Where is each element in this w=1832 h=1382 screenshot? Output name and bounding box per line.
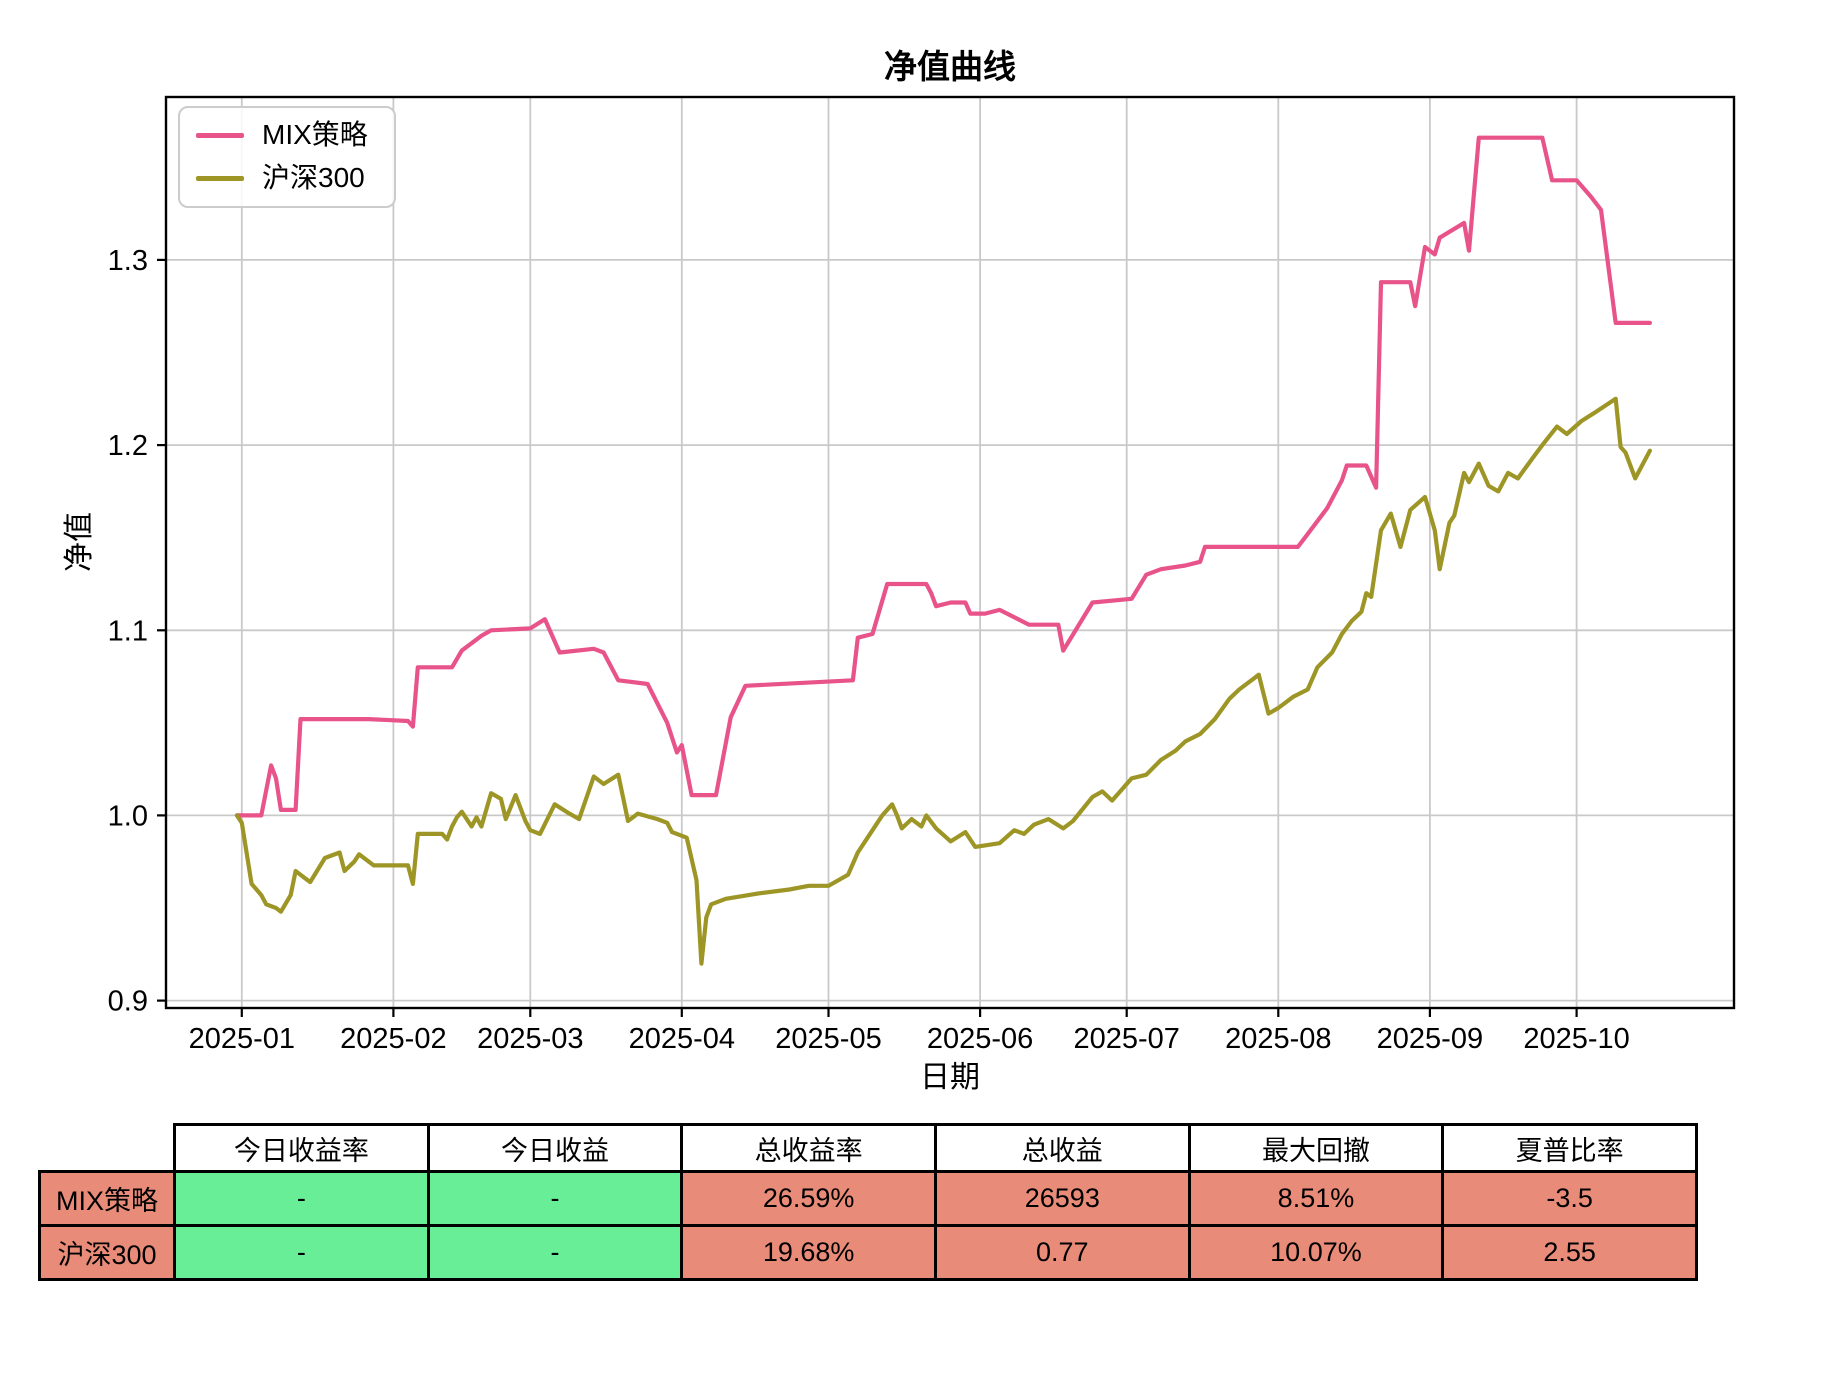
table-row-label: MIX策略 xyxy=(38,1170,176,1227)
table-cell: -3.5 xyxy=(1441,1170,1698,1227)
table-header-cell: 今日收益 xyxy=(426,1123,684,1173)
chart-legend: MIX策略 沪深300 xyxy=(178,106,396,208)
table-cell: - xyxy=(173,1170,430,1227)
series-line-mix xyxy=(234,135,1653,818)
x-axis-title: 日期 xyxy=(920,1061,980,1094)
legend-line-hs300-icon xyxy=(196,175,244,181)
table-header-cell: 夏普比率 xyxy=(1441,1123,1698,1173)
table-cell: 26.59% xyxy=(680,1170,937,1227)
x-tick-label: 2025-02 xyxy=(340,1023,446,1055)
y-tick-label: 0.9 xyxy=(108,986,148,1018)
y-tick-label: 1.1 xyxy=(108,615,148,647)
y-tick-label: 1.3 xyxy=(108,245,148,277)
table-cell: 19.68% xyxy=(680,1224,937,1281)
y-tick-label: 1.0 xyxy=(108,800,148,832)
legend-item-hs300: 沪深300 xyxy=(196,161,368,194)
y-tick-label: 1.2 xyxy=(108,430,148,462)
table-cell: 8.51% xyxy=(1187,1170,1445,1227)
x-tick-label: 2025-05 xyxy=(775,1023,881,1055)
x-tick-label: 2025-10 xyxy=(1523,1023,1629,1055)
table-header-row: 今日收益率 今日收益 总收益率 总收益 最大回撤 夏普比率 xyxy=(40,1123,1698,1173)
x-tick-label: 2025-09 xyxy=(1377,1023,1483,1055)
x-tick-label: 2025-04 xyxy=(629,1023,735,1055)
table-header-cell: 总收益 xyxy=(933,1123,1191,1173)
x-tick-label: 2025-06 xyxy=(927,1023,1033,1055)
x-tick-label: 2025-03 xyxy=(477,1023,583,1055)
table-corner-blank xyxy=(40,1125,175,1172)
x-tick-label: 2025-07 xyxy=(1073,1023,1179,1055)
legend-line-mix-icon xyxy=(196,132,244,138)
table-cell: 10.07% xyxy=(1187,1224,1445,1281)
table-header-cell: 最大回撤 xyxy=(1187,1123,1445,1173)
table-cell: 2.55 xyxy=(1441,1224,1698,1281)
stats-table: 今日收益率 今日收益 总收益率 总收益 最大回撤 夏普比率 MIX策略 - -26.59% 265… xyxy=(38,1123,1698,1281)
table-cell: - xyxy=(426,1170,684,1227)
table-cell: - xyxy=(426,1224,684,1281)
table-cell: 0.77 xyxy=(933,1224,1191,1281)
table-header-cell: 总收益率 xyxy=(680,1123,937,1173)
chart-title: 净值曲线 xyxy=(884,48,1016,85)
x-tick-label: 2025-01 xyxy=(189,1023,295,1055)
y-axis-title: 净值 xyxy=(63,512,96,572)
table-cell: 26593 xyxy=(933,1170,1191,1227)
table-row-mix: MIX策略 - -26.59% 26593 8.51% -3.5 xyxy=(38,1170,1698,1227)
x-tick-label: 2025-08 xyxy=(1225,1023,1331,1055)
table-header-cell: 今日收益率 xyxy=(173,1123,430,1173)
plot-border xyxy=(164,95,1736,1010)
legend-label-mix: MIX策略 xyxy=(262,119,368,150)
table-cell: - xyxy=(173,1224,430,1281)
legend-label-hs300: 沪深300 xyxy=(262,161,365,193)
legend-item-mix: MIX策略 xyxy=(196,119,368,151)
table-row-hs300: 沪深300- -19.68% 0.77 10.07% 2.55 xyxy=(38,1224,1698,1281)
table-row-label: 沪深300 xyxy=(38,1224,176,1281)
series-line-hs300 xyxy=(234,396,1653,966)
